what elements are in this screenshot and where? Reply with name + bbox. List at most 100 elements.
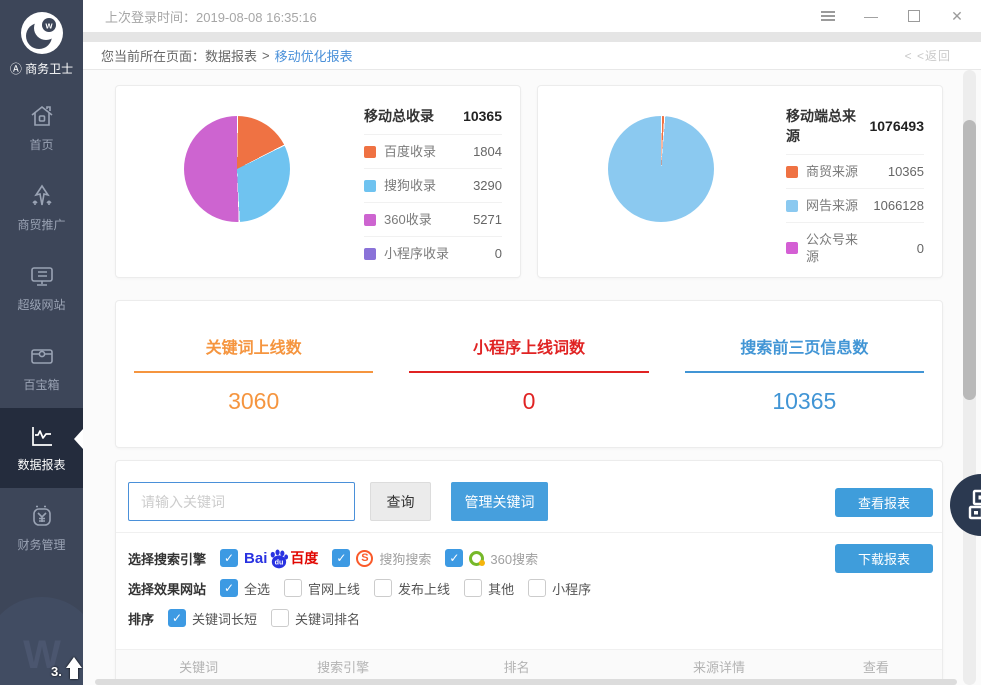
site-filter-row: 选择效果网站 全选 官网上线 发布上线 <box>128 576 942 600</box>
baidu-paw-icon: du <box>271 549 289 568</box>
sort-filter-label: 排序 <box>128 611 155 627</box>
col-source-detail: 来源详情 <box>692 659 745 675</box>
legend-item: 公众号来源 0 <box>786 223 924 273</box>
site-option-publish[interactable]: 发布上线 <box>374 579 450 598</box>
site-miniprogram-checkbox[interactable] <box>528 579 547 597</box>
brand-logo-icon: w <box>20 12 63 54</box>
back-link[interactable]: < <返回 <box>904 49 951 63</box>
site-option-other[interactable]: 其他 <box>464 579 514 598</box>
baidu-engine-option[interactable]: Bai du 百度 <box>220 548 318 569</box>
engine-filter-label: 选择搜索引擎 <box>128 551 207 567</box>
baidu-logo: Bai du 百度 <box>244 549 319 568</box>
legend-title: 移动总收录 <box>364 108 434 124</box>
sidebar-item-toolbox[interactable]: 百宝箱 <box>0 328 83 408</box>
watermark-shield: W <box>0 597 83 685</box>
close-icon[interactable]: ✕ <box>951 7 963 24</box>
legend-total: 10365 <box>463 108 502 124</box>
so360-checkbox[interactable] <box>445 549 464 567</box>
legend-swatch <box>786 242 798 254</box>
download-report-button[interactable]: 下载报表 <box>835 544 933 573</box>
mobile-source-legend: 移动端总来源 1076493 商贸来源 10365 网告来源 1066128 <box>786 98 924 273</box>
col-view: 查看 <box>862 659 889 675</box>
sidebar-item-finance[interactable]: 财务管理 <box>0 488 83 568</box>
search-row: 查询 管理关键词 查看报表 <box>116 461 942 533</box>
vertical-scrollbar-thumb[interactable] <box>963 120 976 400</box>
stat-value: 10365 <box>772 387 837 414</box>
sidebar-item-promotion[interactable]: 商贸推广 <box>0 168 83 248</box>
col-engine: 搜索引擎 <box>317 659 370 675</box>
stats-card: 关键词上线数 3060 小程序上线词数 0 搜索前三页信息数 10365 <box>115 300 943 448</box>
keyword-report-card: 查询 管理关键词 查看报表 下载报表 选择搜索引擎 Bai <box>115 460 943 685</box>
up-arrow-cursor-icon <box>65 657 82 679</box>
sort-rank-checkbox[interactable] <box>271 609 290 627</box>
stat-value: 0 <box>522 387 536 414</box>
horizontal-scrollbar-track[interactable] <box>95 679 957 685</box>
title-bar: 上次登录时间：2019-08-08 16:35:16 — ✕ <box>83 0 981 32</box>
breadcrumb-current[interactable]: 移动优化报表 <box>274 49 353 64</box>
so360-engine-option[interactable]: 360搜索 <box>445 549 538 568</box>
window-controls: — ✕ <box>820 8 965 24</box>
keyword-search-input[interactable] <box>128 482 355 521</box>
mobile-source-card: 移动端总来源 1076493 商贸来源 10365 网告来源 1066128 <box>537 85 943 278</box>
stat-label: 搜索前三页信息数 <box>684 334 924 373</box>
site-all-checkbox[interactable] <box>220 579 239 597</box>
view-report-button[interactable]: 查看报表 <box>835 488 933 517</box>
site-publish-checkbox[interactable] <box>374 579 393 597</box>
legend-item: 小程序收录 0 <box>364 237 502 270</box>
app-logo: w Ⓐ 商务卫士 <box>0 0 83 88</box>
divider-strip <box>83 32 981 42</box>
legend-swatch <box>364 145 376 158</box>
mobile-index-legend: 移动总收录 10365 百度收录 1804 搜狗收录 3290 <box>364 98 502 270</box>
menu-icon[interactable] <box>820 8 836 24</box>
svg-text:w: w <box>44 21 53 31</box>
site-official-checkbox[interactable] <box>284 579 303 597</box>
legend-item: 百度收录 1804 <box>364 135 502 169</box>
site-option-all[interactable]: 全选 <box>220 579 270 598</box>
svg-text:du: du <box>275 558 284 566</box>
site-other-checkbox[interactable] <box>464 579 483 597</box>
manage-keywords-button[interactable]: 管理关键词 <box>451 482 548 521</box>
legend-swatch <box>364 247 376 260</box>
minimize-icon[interactable]: — <box>864 8 878 24</box>
mobile-source-pie-chart <box>608 116 714 222</box>
sidebar-item-report[interactable]: 数据报表 <box>0 408 83 488</box>
sogou-checkbox[interactable] <box>332 549 351 567</box>
annotation-number: 3. <box>51 664 62 679</box>
annotation-cursor: 3. <box>51 657 82 679</box>
mobile-index-card: 移动总收录 10365 百度收录 1804 搜狗收录 3290 <box>115 85 521 278</box>
sort-option-length[interactable]: 关键词长短 <box>168 609 257 628</box>
query-button[interactable]: 查询 <box>370 482 431 521</box>
site-option-miniprogram[interactable]: 小程序 <box>528 579 591 598</box>
sogou-engine-option[interactable]: S 搜狗搜索 <box>332 549 431 568</box>
sidebar-item-label: 百宝箱 <box>23 378 60 392</box>
qr-code-floating-button[interactable] <box>950 474 981 536</box>
baidu-checkbox[interactable] <box>220 549 239 567</box>
stat-keywords-online: 关键词上线数 3060 <box>116 334 391 415</box>
maximize-icon[interactable] <box>906 8 922 24</box>
breadcrumb-prefix: 您当前所在页面：数据报表 <box>101 49 258 64</box>
sidebar-item-home[interactable]: 首页 <box>0 88 83 168</box>
last-login-text: 上次登录时间：2019-08-08 16:35:16 <box>105 9 317 25</box>
stat-value: 3060 <box>228 387 280 414</box>
sogou-logo-icon: S <box>356 549 374 567</box>
chart-icon <box>31 427 52 446</box>
sidebar-item-label: 首页 <box>29 138 54 152</box>
legend-swatch <box>786 199 798 212</box>
legend-item: 360收录 5271 <box>364 203 502 237</box>
sidebar: w Ⓐ 商务卫士 首页 商贸推广 <box>0 0 83 685</box>
sort-length-checkbox[interactable] <box>168 609 187 627</box>
site-option-official[interactable]: 官网上线 <box>284 579 360 598</box>
legend-swatch <box>364 213 376 226</box>
sidebar-menu: 首页 商贸推广 超级网站 <box>0 88 83 568</box>
sidebar-item-website[interactable]: 超级网站 <box>0 248 83 328</box>
finance-icon <box>32 505 51 526</box>
brand-name: Ⓐ 商务卫士 <box>9 62 74 76</box>
legend-title-row: 移动总收录 10365 <box>364 98 502 135</box>
legend-total: 1076493 <box>869 118 924 134</box>
breadcrumb-separator: > <box>262 48 270 63</box>
page-content: 移动总收录 10365 百度收录 1804 搜狗收录 3290 <box>83 70 981 685</box>
col-keyword: 关键词 <box>179 659 219 675</box>
toolbox-icon <box>30 349 53 364</box>
sort-option-rank[interactable]: 关键词排名 <box>271 609 360 628</box>
